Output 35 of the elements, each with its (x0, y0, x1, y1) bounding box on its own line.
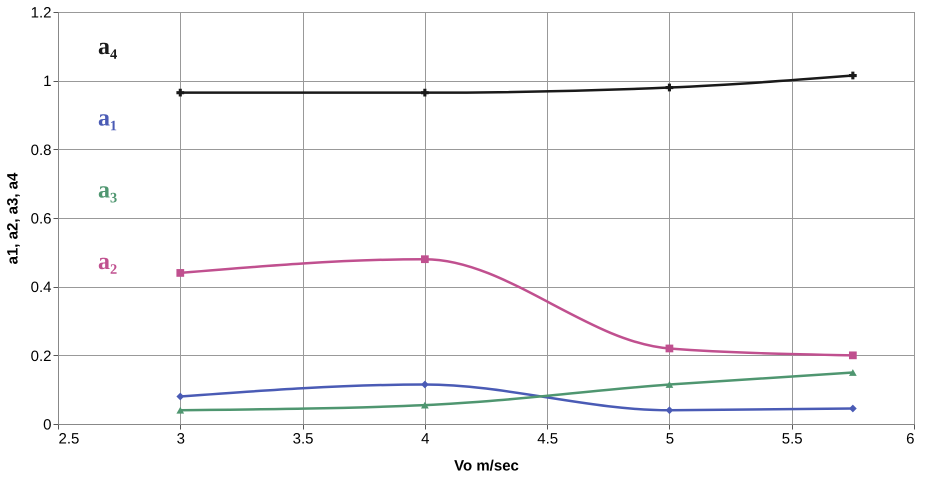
point (420, 88, 429, 97)
point (420, 255, 429, 264)
x-tick-label: 4.5 (537, 430, 558, 448)
point (666, 406, 674, 414)
x-tick-label: 6 (906, 430, 914, 448)
point (420, 402, 429, 408)
y-tick-label: 0.6 (30, 210, 52, 228)
y-tick-label: 0.4 (30, 279, 52, 296)
x-tick-label: 2.5 (58, 430, 80, 448)
y-tick-label: 0 (43, 416, 52, 434)
x-axis-title: Vo m/sec (454, 458, 519, 474)
point (666, 381, 674, 388)
y-tick-label: 1.2 (30, 4, 52, 22)
text: a₂ (98, 249, 118, 276)
point (666, 84, 674, 92)
x-tick-label: 4 (421, 430, 430, 448)
point (176, 269, 184, 277)
point (176, 406, 184, 414)
point (176, 392, 184, 400)
x-tick-label: 5.5 (782, 430, 803, 448)
y-axis-title: a1, a2, a3, a4 (4, 172, 22, 264)
y-tick-label: 1 (43, 73, 52, 90)
x-tick-label: 5 (666, 430, 674, 448)
text: a₁ (98, 106, 118, 132)
point (848, 72, 857, 80)
point (848, 369, 857, 376)
text: a₃ (98, 177, 118, 204)
point (666, 344, 674, 352)
point (176, 88, 184, 97)
y-tick-label: 0.2 (30, 348, 52, 365)
x-tick-label: 3 (176, 430, 185, 448)
x-tick-label: 3.5 (292, 430, 314, 448)
y-tick-label: 0.8 (30, 142, 52, 159)
point (848, 351, 857, 360)
text: a₄ (98, 34, 118, 60)
